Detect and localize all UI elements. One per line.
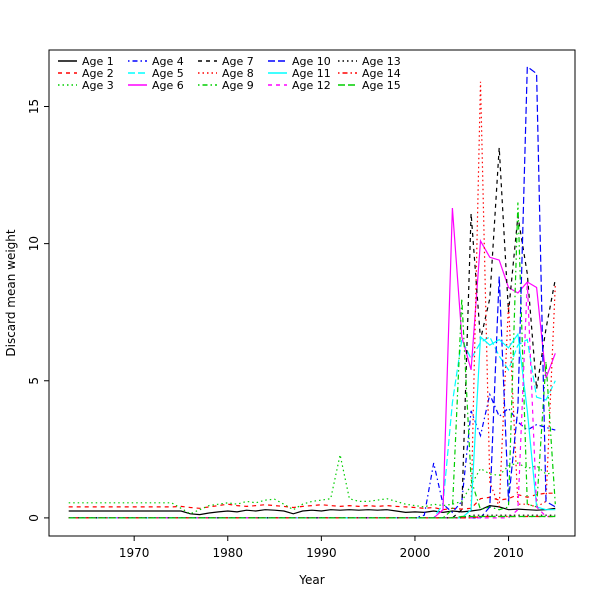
series-line-age-15 [68, 515, 556, 519]
legend-label: Age 7 [222, 55, 254, 68]
legend-item-age-12: Age 12 [268, 79, 331, 92]
legend-label: Age 11 [292, 67, 331, 80]
legend-label: Age 2 [82, 67, 114, 80]
legend-item-age-13: Age 13 [338, 55, 401, 68]
x-axis: 1970 1980 1990 2000 2010 [119, 536, 524, 560]
series-line-age-12 [68, 281, 556, 519]
series-line-age-8 [68, 81, 556, 519]
series-line-age-9 [68, 202, 556, 519]
plot-box [48, 49, 576, 537]
legend-label: Age 14 [362, 67, 401, 80]
legend-item-age-2: Age 2 [58, 67, 114, 80]
legend-label: Age 4 [152, 55, 184, 68]
legend-label: Age 12 [292, 79, 331, 92]
legend-item-age-11: Age 11 [268, 67, 331, 80]
y-tick-label: 5 [27, 377, 41, 385]
x-tick-label: 1990 [306, 546, 337, 560]
legend-label: Age 1 [82, 55, 114, 68]
series-line-age-1 [68, 504, 556, 516]
x-axis-title: Year [298, 573, 324, 587]
series-lines [68, 65, 556, 519]
series-line-age-3 [68, 454, 556, 515]
series-line-age-5 [68, 336, 556, 519]
legend-item-age-4: Age 4 [128, 55, 184, 68]
legend-label: Age 15 [362, 79, 401, 92]
x-tick-label: 2000 [400, 546, 431, 560]
legend-item-age-15: Age 15 [338, 79, 401, 92]
series-line-age-10 [68, 65, 556, 519]
legend-label: Age 3 [82, 79, 114, 92]
legend-item-age-5: Age 5 [128, 67, 184, 80]
legend-item-age-7: Age 7 [198, 55, 254, 68]
legend-label: Age 10 [292, 55, 331, 68]
legend-item-age-1: Age 1 [58, 55, 114, 68]
legend-label: Age 13 [362, 55, 401, 68]
legend-item-age-6: Age 6 [128, 79, 184, 92]
legend-item-age-8: Age 8 [198, 67, 254, 80]
legend-item-age-10: Age 10 [268, 55, 331, 68]
y-tick-label: 0 [27, 514, 41, 522]
series-line-age-6 [68, 207, 556, 519]
legend-label: Age 8 [222, 67, 254, 80]
y-tick-label: 15 [27, 99, 41, 114]
x-tick-label: 1970 [119, 546, 150, 560]
series-line-age-7 [68, 147, 556, 519]
legend-item-age-9: Age 9 [198, 79, 254, 92]
series-line-age-4 [68, 392, 556, 519]
legend-label: Age 5 [152, 67, 184, 80]
series-line-age-2 [68, 492, 556, 511]
legend-item-age-3: Age 3 [58, 79, 114, 92]
legend-label: Age 9 [222, 79, 254, 92]
x-tick-label: 2010 [493, 546, 524, 560]
y-axis: 0 5 10 15 [27, 99, 49, 522]
y-tick-label: 10 [27, 236, 41, 251]
legend-label: Age 6 [152, 79, 184, 92]
x-tick-label: 1980 [212, 546, 243, 560]
y-axis-title: Discard mean weight [4, 229, 18, 357]
legend-item-age-14: Age 14 [338, 67, 401, 80]
